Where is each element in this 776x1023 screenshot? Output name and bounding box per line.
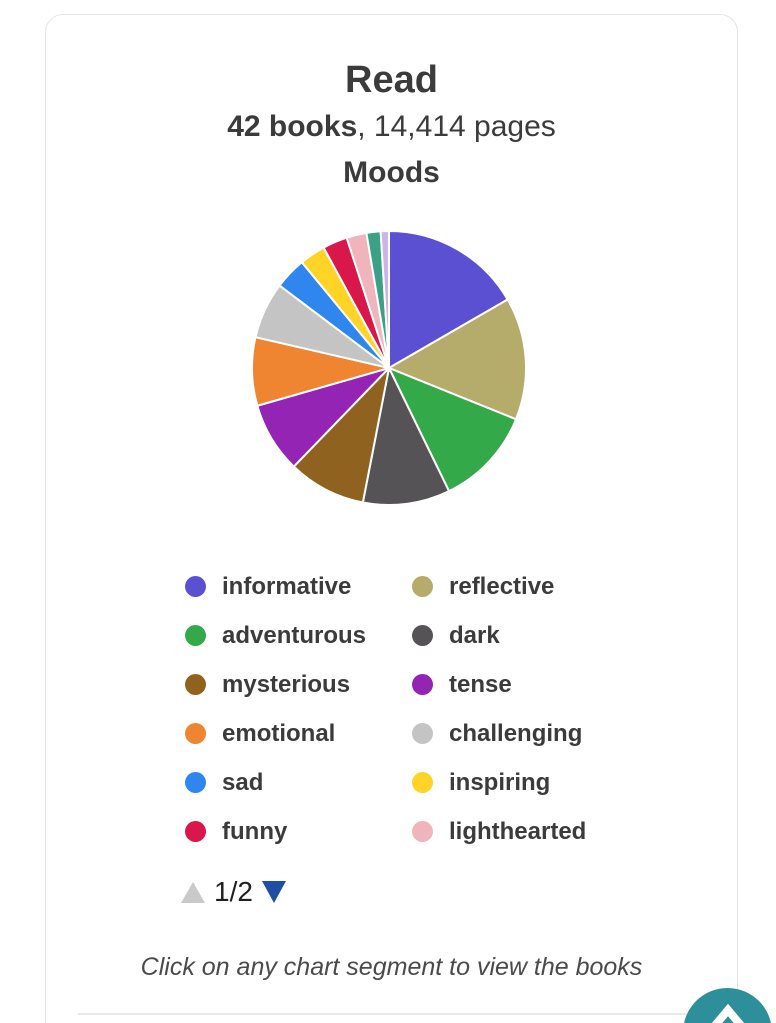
legend-item-mysterious: mysterious — [185, 660, 412, 709]
pie-segment-informative[interactable] — [388, 230, 509, 369]
legend-color-dot — [412, 576, 433, 597]
section-title-moods: Moods — [343, 156, 440, 189]
legend-color-dot — [185, 821, 206, 842]
reading-stats-card: Read 42 books, 14,414 pages Moods inform… — [45, 14, 738, 1023]
pie-segment-mysterious[interactable] — [292, 367, 390, 504]
legend-color-dot — [185, 674, 206, 695]
legend-item-adventurous: adventurous — [185, 611, 412, 660]
pie-chart-svg — [251, 230, 527, 506]
legend-color-dot — [185, 625, 206, 646]
legend-item-lighthearted: lighthearted — [412, 807, 586, 856]
legend-color-dot — [185, 772, 206, 793]
legend-color-dot — [412, 674, 433, 695]
legend-item-label: challenging — [449, 719, 583, 747]
pie-segment-dark[interactable] — [361, 367, 451, 506]
legend-item-funny: funny — [185, 807, 412, 856]
legend-page-up-button[interactable] — [181, 881, 205, 903]
books-pages-stats: 42 books, 14,414 pages — [46, 108, 737, 146]
legend-page-down-button[interactable] — [261, 881, 286, 903]
section-divider — [78, 1013, 714, 1015]
pie-segment-adventurous[interactable] — [388, 367, 518, 493]
books-count: 42 books — [227, 110, 358, 143]
legend-item-label: lighthearted — [449, 817, 587, 845]
legend-item-dark: dark — [412, 611, 586, 660]
legend-color-dot — [412, 723, 433, 744]
legend-item-sad: sad — [185, 758, 412, 807]
legend-item-tense: tense — [412, 660, 586, 709]
legend-item-emotional: emotional — [185, 709, 412, 758]
legend-item-label: informative — [222, 572, 352, 600]
card-title: Read — [345, 59, 438, 101]
legend-item-inspiring: inspiring — [412, 758, 586, 807]
chevron-up-icon — [705, 1001, 751, 1023]
legend-item-label: adventurous — [222, 621, 367, 649]
pages-count: , 14,414 pages — [357, 110, 556, 143]
legend-item-label: emotional — [222, 719, 336, 747]
legend-item-label: reflective — [449, 572, 555, 600]
legend-color-dot — [185, 723, 206, 744]
legend-item-label: funny — [222, 817, 288, 845]
legend-pagination: 1/2 — [181, 877, 286, 907]
moods-pie-chart — [249, 228, 529, 508]
legend-page-indicator: 1/2 — [214, 876, 253, 907]
legend-color-dot — [412, 625, 433, 646]
legend-item-label: sad — [222, 768, 264, 796]
legend-color-dot — [412, 772, 433, 793]
legend-item-label: mysterious — [222, 670, 351, 698]
chart-legend: informative reflective adventurous dark myst… — [185, 562, 586, 856]
legend-item-challenging: challenging — [412, 709, 586, 758]
pie-segment-reflective[interactable] — [388, 298, 527, 421]
legend-item-label: tense — [449, 670, 512, 698]
legend-item-reflective: reflective — [412, 562, 586, 611]
legend-item-label: inspiring — [449, 768, 551, 796]
legend-item-label: dark — [449, 621, 500, 649]
legend-color-dot — [412, 821, 433, 842]
legend-item-informative: informative — [185, 562, 412, 611]
chart-hint-text: Click on any chart segment to view the b… — [140, 953, 643, 981]
pie-segment-unlabeled[interactable] — [379, 230, 390, 369]
legend-color-dot — [185, 576, 206, 597]
